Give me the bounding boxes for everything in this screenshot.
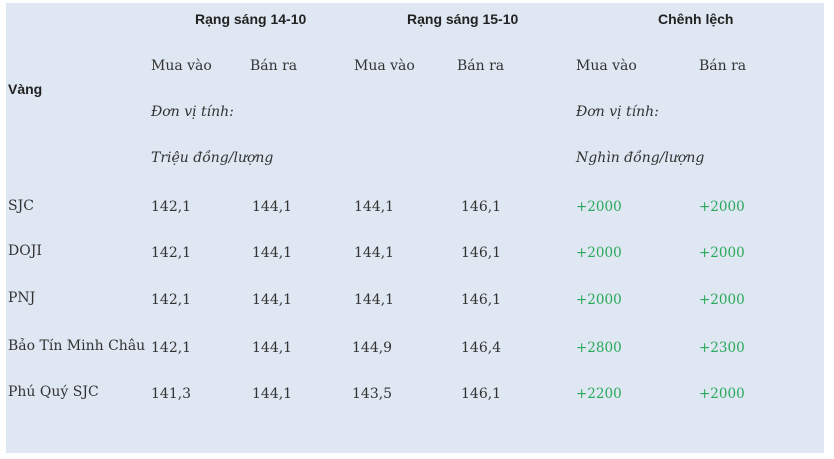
row-name: DOJI — [8, 243, 42, 259]
sell-day1: 144,1 — [252, 386, 293, 402]
sell-day2: 146,1 — [461, 245, 502, 261]
sell-day1: 144,1 — [252, 245, 293, 261]
sell-day2: 146,1 — [461, 292, 502, 308]
buy-day1: 142,1 — [151, 199, 192, 215]
diff-buy: +2000 — [576, 245, 622, 261]
diff-sell: +2300 — [699, 340, 745, 356]
subheader-buy-day2: Mua vào — [354, 58, 415, 74]
header-gold: Vàng — [8, 81, 43, 97]
buy-day2: 144,9 — [352, 340, 393, 356]
sell-day1: 144,1 — [252, 199, 293, 215]
row-name: Phú Quý SJC — [8, 384, 99, 400]
gold-price-table — [6, 3, 824, 453]
sell-day2: 146,1 — [461, 199, 502, 215]
sell-day1: 144,1 — [252, 340, 293, 356]
diff-buy: +2000 — [576, 292, 622, 308]
buy-day2: 144,1 — [354, 292, 395, 308]
diff-sell: +2000 — [699, 199, 745, 215]
row-name: PNJ — [8, 290, 36, 306]
row-name: Bảo Tín Minh Châu — [8, 338, 146, 354]
header-day2: Rạng sáng 15-10 — [407, 11, 519, 27]
unit-price: Triệu đồng/lượng — [151, 150, 274, 166]
subheader-sell-day1: Bán ra — [250, 58, 298, 74]
subheader-sell-diff: Bán ra — [699, 58, 747, 74]
diff-buy: +2000 — [576, 199, 622, 215]
subheader-buy-diff: Mua vào — [576, 58, 637, 74]
diff-buy: +2200 — [576, 386, 622, 402]
unit-label-price: Đơn vị tính: — [151, 104, 234, 120]
diff-sell: +2000 — [699, 292, 745, 308]
sell-day1: 144,1 — [252, 292, 293, 308]
buy-day1: 142,1 — [151, 245, 192, 261]
diff-sell: +2000 — [699, 245, 745, 261]
unit-diff: Nghìn đồng/lượng — [576, 150, 705, 166]
buy-day1: 141,3 — [151, 386, 192, 402]
diff-buy: +2800 — [576, 340, 622, 356]
subheader-buy-day1: Mua vào — [151, 58, 212, 74]
subheader-sell-day2: Bán ra — [457, 58, 505, 74]
sell-day2: 146,1 — [461, 386, 502, 402]
buy-day2: 143,5 — [352, 386, 393, 402]
buy-day1: 142,1 — [151, 292, 192, 308]
diff-sell: +2000 — [699, 386, 745, 402]
row-name: SJC — [8, 198, 34, 214]
sell-day2: 146,4 — [461, 340, 502, 356]
buy-day2: 144,1 — [354, 199, 395, 215]
unit-label-diff: Đơn vị tính: — [576, 104, 659, 120]
buy-day2: 144,1 — [354, 245, 395, 261]
header-day1: Rạng sáng 14-10 — [195, 11, 307, 27]
header-diff: Chênh lệch — [658, 11, 734, 27]
buy-day1: 142,1 — [151, 340, 192, 356]
